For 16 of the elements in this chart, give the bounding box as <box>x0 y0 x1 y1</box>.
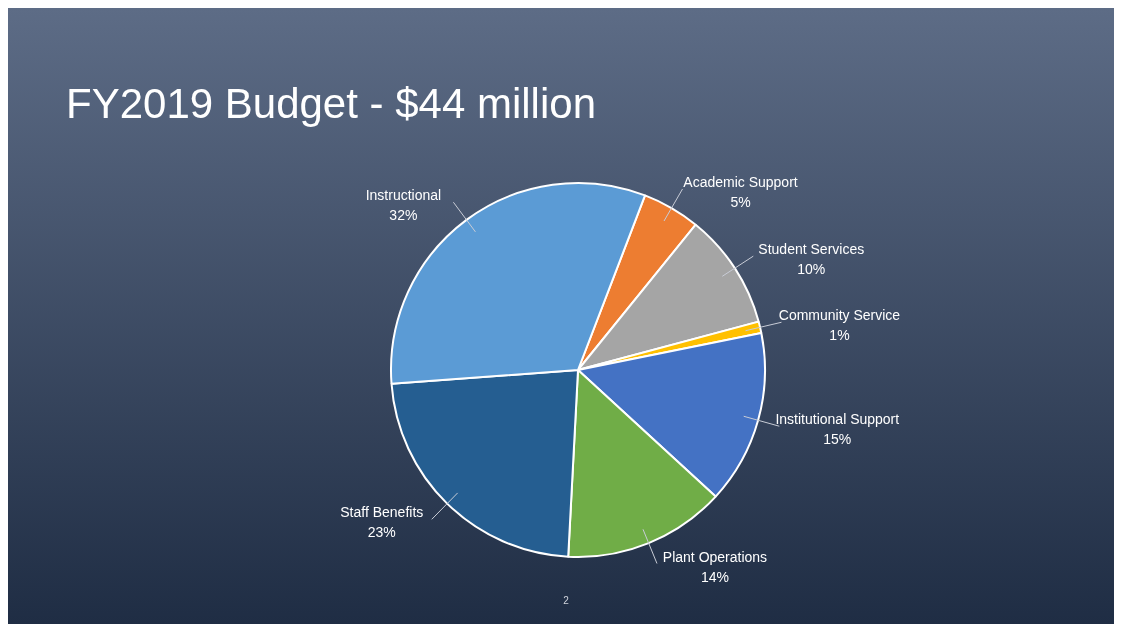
text: 2 <box>563 595 570 606</box>
data-label: 14% <box>700 568 729 585</box>
slice-label: Community Service <box>778 307 901 324</box>
slice-label: Plant Operations <box>662 548 768 565</box>
slice-label: Instructional <box>365 187 442 204</box>
data-label: 10% <box>797 261 826 278</box>
slice-label: Staff Benefits <box>340 504 424 521</box>
chart-title: FY2019 Budget - $44 million <box>66 80 596 128</box>
slice-label: Student Services <box>758 241 865 258</box>
data-label: 1% <box>829 327 850 344</box>
slice-label: Institutional Support <box>775 411 900 428</box>
slice-label: Academic Support <box>683 174 798 190</box>
data-label: 5% <box>730 194 751 210</box>
data-label: 32% <box>389 207 418 224</box>
data-label: 15% <box>823 431 852 448</box>
data-label: 23% <box>367 524 396 541</box>
